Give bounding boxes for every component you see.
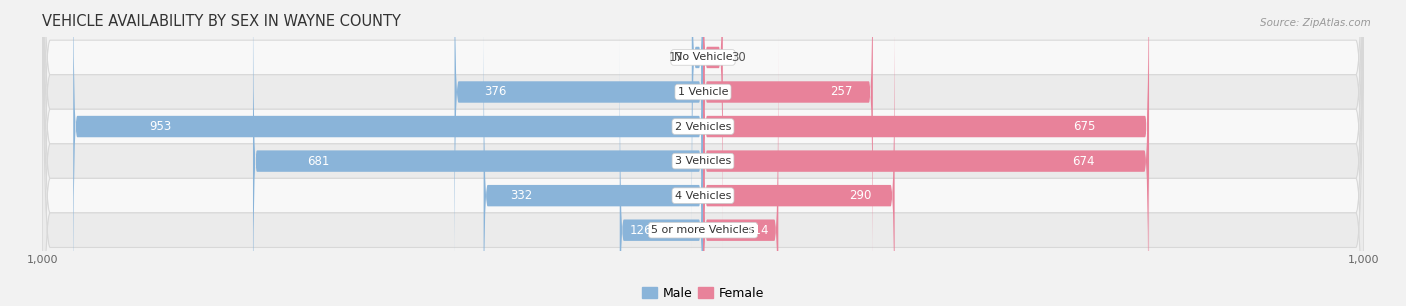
- FancyBboxPatch shape: [42, 0, 1364, 306]
- FancyBboxPatch shape: [42, 0, 1364, 306]
- FancyBboxPatch shape: [703, 0, 723, 254]
- Text: 675: 675: [1073, 120, 1095, 133]
- FancyBboxPatch shape: [73, 0, 703, 306]
- Text: 332: 332: [510, 189, 533, 202]
- Text: 5 or more Vehicles: 5 or more Vehicles: [651, 225, 755, 235]
- FancyBboxPatch shape: [703, 0, 1149, 306]
- Text: 126: 126: [630, 224, 652, 237]
- FancyBboxPatch shape: [253, 0, 703, 306]
- Legend: Male, Female: Male, Female: [637, 282, 769, 305]
- Text: 30: 30: [731, 51, 745, 64]
- FancyBboxPatch shape: [703, 0, 894, 306]
- Text: 17: 17: [669, 51, 683, 64]
- Text: 290: 290: [849, 189, 872, 202]
- Text: 376: 376: [484, 85, 506, 99]
- Text: 674: 674: [1073, 155, 1095, 168]
- FancyBboxPatch shape: [484, 0, 703, 306]
- FancyBboxPatch shape: [703, 34, 779, 306]
- Text: Source: ZipAtlas.com: Source: ZipAtlas.com: [1260, 18, 1371, 28]
- FancyBboxPatch shape: [703, 0, 873, 289]
- Text: 2 Vehicles: 2 Vehicles: [675, 121, 731, 132]
- Text: 681: 681: [307, 155, 329, 168]
- Text: 1 Vehicle: 1 Vehicle: [678, 87, 728, 97]
- FancyBboxPatch shape: [620, 34, 703, 306]
- Text: 257: 257: [830, 85, 852, 99]
- FancyBboxPatch shape: [42, 0, 1364, 306]
- FancyBboxPatch shape: [454, 0, 703, 289]
- FancyBboxPatch shape: [42, 0, 1364, 306]
- Text: 4 Vehicles: 4 Vehicles: [675, 191, 731, 201]
- Text: VEHICLE AVAILABILITY BY SEX IN WAYNE COUNTY: VEHICLE AVAILABILITY BY SEX IN WAYNE COU…: [42, 13, 401, 28]
- FancyBboxPatch shape: [703, 0, 1149, 306]
- Text: No Vehicle: No Vehicle: [673, 52, 733, 62]
- FancyBboxPatch shape: [42, 0, 1364, 306]
- Text: 3 Vehicles: 3 Vehicles: [675, 156, 731, 166]
- Text: 114: 114: [747, 224, 769, 237]
- FancyBboxPatch shape: [42, 0, 1364, 306]
- Text: 953: 953: [149, 120, 172, 133]
- FancyBboxPatch shape: [692, 0, 703, 254]
